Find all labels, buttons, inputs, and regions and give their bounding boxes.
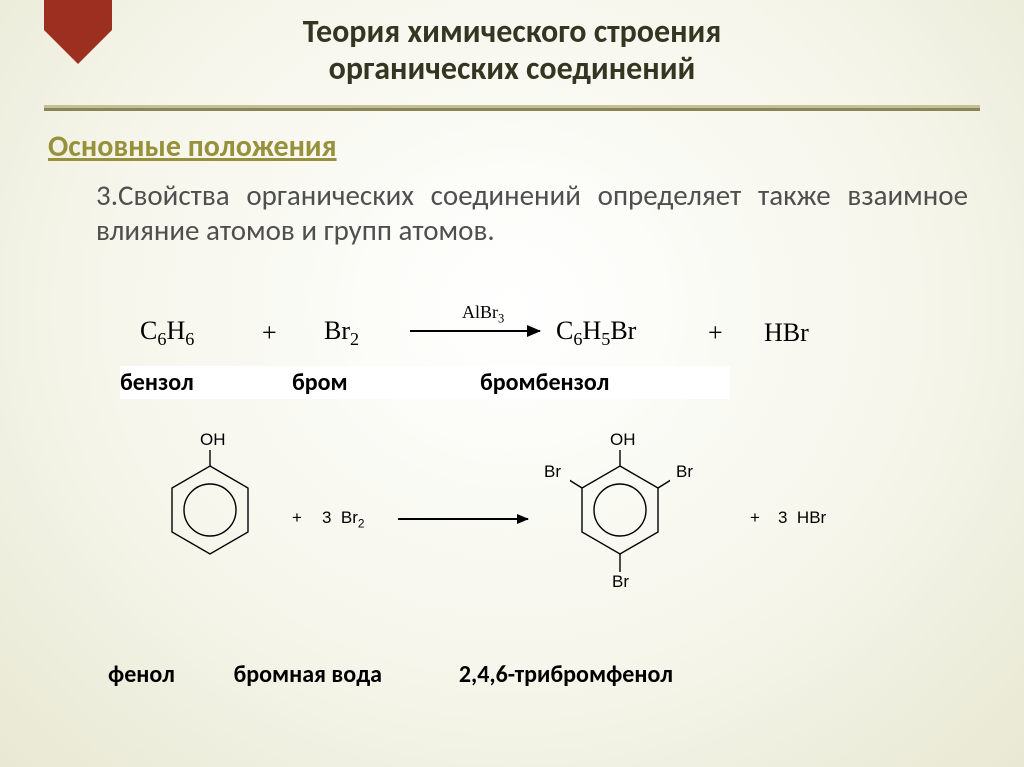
label-benzene: бензол [120,366,260,399]
tbp-br-6: Br [544,462,561,482]
c6h6: C6H6 [140,316,262,350]
phenol-oh: OH [200,430,226,450]
plus-1: + [262,318,324,348]
label-bromine-water: бромная вода [233,660,453,689]
slide-title: Теория химического строения органических… [0,14,1024,88]
underline-dark [44,108,980,111]
hbr: HBr [764,318,809,348]
equation-2: OH + 3 Br2 OH Br Br Br + 3 HBr [130,412,910,652]
section-subtitle: Основные положения [48,128,337,165]
label-bromobenzene: бромбензол [440,366,730,399]
label-tribromophenol: 2,4,6-трибромфенол [459,660,673,689]
label-phenol: фенол [108,660,228,689]
eq2-plus-2: + [750,508,760,528]
reaction-arrow-2 [398,518,528,520]
equation-1-labels: бензол бром бромбензол [120,366,730,399]
equation-2-labels: фенол бромная вода 2,4,6-трибромфенол [108,660,673,689]
tribromophenol-structure: OH Br Br Br [570,448,670,593]
plus-2: + [708,318,764,348]
eq2-product: 3 HBr [778,508,826,528]
title-line-1: Теория химического строения [303,12,722,51]
c6h5br: C6H5Br [556,316,708,350]
eq2-plus-1: + [292,508,302,528]
title-line-2: органических соединений [329,49,696,88]
phenol-structure: OH [160,448,260,573]
chemistry-slide: Теория химического строения органических… [0,0,1024,767]
reaction-arrow-1 [410,330,540,332]
tbp-oh: OH [610,430,636,450]
eq2-reagent: 3 Br2 [322,508,365,530]
title-underline [44,105,980,111]
label-bromine: бром [260,366,440,399]
tribromophenol-svg [570,448,670,588]
tbp-br-2: Br [676,462,693,482]
paragraph-body: 3.Свойства органических соединений опред… [96,178,968,249]
catalyst-label: AlBr3 [462,302,504,327]
br2: Br2 [324,316,556,350]
tbp-br-4: Br [612,572,629,592]
phenol-svg [160,448,260,568]
